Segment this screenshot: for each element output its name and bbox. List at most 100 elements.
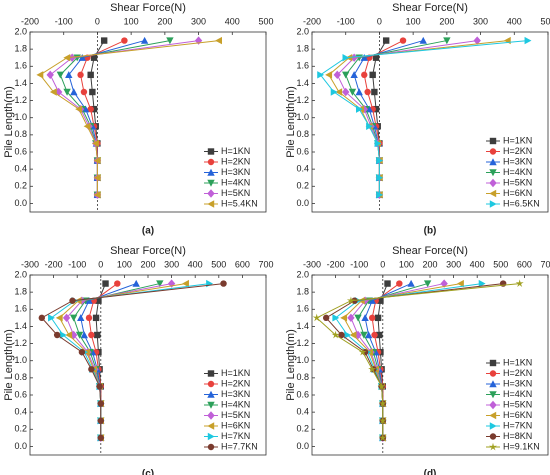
x-tick-label: 400 — [225, 16, 240, 26]
y-tick-label: 1.0 — [14, 355, 27, 365]
marker — [88, 366, 95, 373]
y-tick-label: 0.0 — [296, 441, 309, 451]
y-tick-label: 0.0 — [14, 441, 27, 451]
legend-label: H=5KN — [503, 399, 532, 409]
marker — [377, 297, 384, 304]
x-tick-label: 600 — [517, 259, 532, 269]
legend-marker — [489, 169, 497, 177]
legend-marker — [489, 359, 497, 367]
x-tick-label: 400 — [507, 16, 522, 26]
x-tick-label: 200 — [157, 16, 172, 26]
marker — [96, 383, 103, 390]
marker — [356, 105, 363, 113]
legend-label: H=8KN — [503, 431, 532, 441]
x-tick-label: 400 — [470, 259, 485, 269]
legend-marker — [207, 401, 215, 409]
marker — [372, 54, 380, 61]
x-axis-title: Shear Force(N) — [392, 245, 468, 257]
x-tick-label: -300 — [21, 259, 39, 269]
y-axis-title: Pile Length(m) — [285, 329, 297, 401]
marker — [366, 122, 374, 130]
legend-marker — [489, 400, 497, 410]
marker — [65, 71, 73, 79]
x-tick-label: 500 — [258, 16, 273, 26]
y-axis-title: Pile Length(m) — [3, 86, 15, 158]
marker — [89, 88, 96, 96]
legend-marker — [489, 391, 497, 399]
legend-label: H=2KN — [221, 156, 250, 166]
y-tick-label: 0.4 — [14, 407, 27, 417]
legend-label: H=4KN — [503, 389, 532, 399]
marker — [78, 54, 86, 61]
legend-marker — [207, 432, 215, 441]
y-axis-title: Pile Length(m) — [285, 86, 297, 158]
marker — [350, 53, 358, 62]
marker — [62, 313, 71, 323]
legend-marker — [489, 200, 497, 208]
marker — [114, 280, 121, 287]
marker — [75, 331, 84, 339]
marker — [53, 331, 61, 339]
marker — [515, 279, 524, 287]
marker — [376, 331, 383, 339]
legend-label: H=1KN — [503, 357, 532, 367]
y-tick-label: 2.0 — [296, 26, 309, 36]
marker — [478, 279, 486, 288]
x-tick-label: 500 — [493, 259, 508, 269]
x-tick-label: 300 — [473, 16, 488, 26]
series-line — [50, 283, 210, 438]
x-tick-label: -200 — [21, 16, 39, 26]
x-tick-label: -100 — [55, 16, 73, 26]
marker — [70, 88, 78, 96]
marker — [83, 122, 91, 130]
marker — [333, 70, 341, 80]
y-tick-label: 1.4 — [14, 321, 27, 331]
x-tick-label: 400 — [188, 259, 203, 269]
marker — [364, 88, 371, 96]
series-line — [343, 283, 461, 438]
y-tick-label: 1.6 — [14, 304, 27, 314]
marker — [69, 314, 78, 322]
x-tick-label: 600 — [235, 259, 250, 269]
y-tick-label: 0.0 — [14, 198, 27, 208]
x-tick-label: 500 — [211, 259, 226, 269]
legend-label: H=6KN — [503, 188, 532, 198]
y-tick-label: 0.4 — [296, 164, 309, 174]
y-tick-label: 1.2 — [14, 338, 27, 348]
y-tick-label: 1.6 — [14, 61, 27, 71]
legend-label: H=4KN — [221, 177, 250, 187]
marker — [384, 280, 391, 287]
legend-label: H=6KN — [503, 410, 532, 420]
y-tick-label: 1.0 — [296, 112, 309, 122]
x-tick-label: 100 — [406, 16, 421, 26]
marker — [85, 314, 93, 322]
caption: (a) — [142, 226, 154, 237]
marker — [325, 71, 333, 79]
marker — [121, 37, 128, 44]
marker — [350, 71, 358, 79]
legend-label: H=7.7KN — [221, 441, 258, 451]
marker — [340, 314, 348, 322]
marker — [330, 88, 338, 96]
x-tick-label: 200 — [422, 259, 437, 269]
marker — [156, 280, 164, 288]
marker — [90, 105, 98, 113]
marker — [77, 71, 84, 79]
x-tick-label: 0 — [377, 16, 382, 26]
x-tick-label: 200 — [140, 259, 155, 269]
y-axis-title: Pile Length(m) — [3, 329, 15, 401]
legend-marker — [207, 370, 215, 377]
marker — [102, 280, 109, 287]
legend-marker — [489, 433, 497, 440]
legend-marker — [207, 390, 215, 398]
marker — [332, 314, 340, 322]
marker — [361, 71, 368, 79]
legend-label: H=3KN — [221, 167, 250, 177]
marker — [382, 37, 390, 44]
series-line — [58, 283, 186, 438]
marker — [182, 279, 189, 288]
caption: (d) — [424, 469, 437, 475]
y-tick-label: 0.8 — [296, 372, 309, 382]
marker — [342, 71, 350, 79]
